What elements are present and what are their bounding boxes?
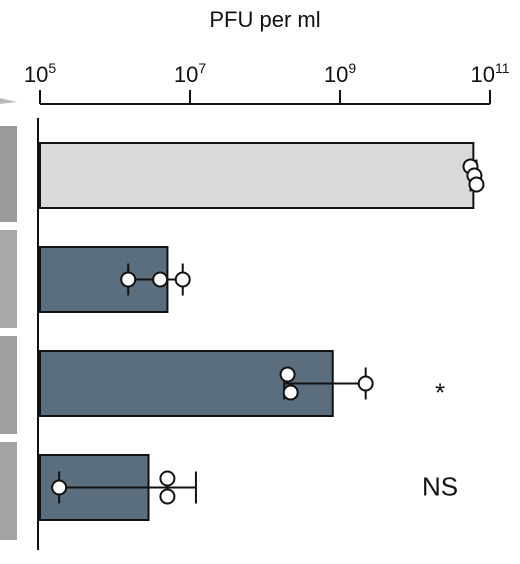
photo-panel-4: [0, 442, 17, 540]
data-point-1-1: [152, 271, 169, 288]
data-point-3-2: [159, 488, 176, 505]
x-axis-title: PFU per ml: [209, 7, 320, 32]
photo-panel-1: [0, 126, 17, 222]
photo-panel-3: [0, 336, 17, 434]
data-point-0-2: [468, 176, 485, 193]
x-tick-label-2: 109: [324, 60, 356, 87]
x-axis: 105 107 109 1011: [24, 60, 510, 105]
significance-label-3: NS: [422, 472, 458, 502]
significance-label-2: *: [435, 378, 445, 408]
photo-panel-2: [0, 230, 17, 328]
bars-group: * NS: [39, 142, 485, 521]
bar-0: [39, 142, 475, 209]
data-point-1-0: [120, 271, 137, 288]
data-point-2-0: [279, 366, 296, 383]
x-tick-label-3: 1011: [470, 60, 509, 87]
data-point-3-1: [159, 470, 176, 487]
photo-panel-edge: [0, 98, 17, 104]
data-point-2-2: [357, 375, 374, 392]
data-point-1-2: [174, 271, 191, 288]
data-point-2-1: [282, 384, 299, 401]
data-point-3-0: [51, 479, 68, 496]
x-tick-label-1: 107: [174, 60, 206, 87]
x-tick-label-0: 105: [24, 60, 56, 87]
